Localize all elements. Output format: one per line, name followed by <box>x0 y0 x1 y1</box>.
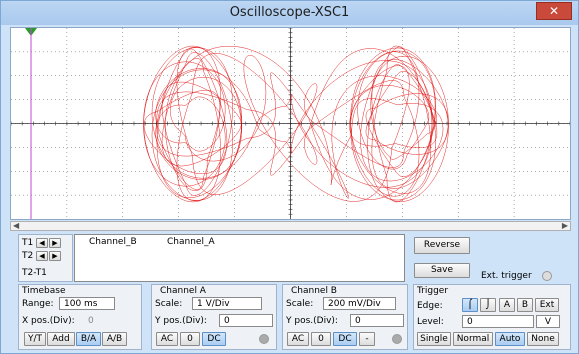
trigger-source-ext-button[interactable]: Ext <box>535 298 559 312</box>
channel-a-ypos-label: Y pos.(Div): <box>155 316 207 326</box>
channel-a-title: Channel A <box>160 286 206 296</box>
channel-b-title: Channel B <box>291 286 337 296</box>
trigger-auto-button[interactable]: Auto <box>495 332 525 346</box>
xpos-label: X pos.(Div): <box>22 316 75 326</box>
rising-edge-icon[interactable]: ⌠ <box>462 298 478 312</box>
timebase-range-label: Range: <box>22 299 54 309</box>
channel-b-ac-button[interactable]: AC <box>287 332 309 346</box>
cursor-readout-table: Channel_B Channel_A <box>74 234 405 282</box>
trigger-level-unit[interactable]: V <box>536 315 560 328</box>
scroll-left-icon[interactable]: ◀ <box>13 221 20 230</box>
trace-curve <box>143 45 449 203</box>
ext-trigger-label: Ext. trigger <box>481 271 532 281</box>
t1-label: T1 <box>22 238 34 248</box>
channel-b-panel: Channel B Scale: 200 mV/Div Y pos.(Div):… <box>282 284 408 350</box>
trigger-normal-button[interactable]: Normal <box>453 332 493 346</box>
channel-a-panel: Channel A Scale: 1 V/Div Y pos.(Div): 0 … <box>151 284 277 350</box>
channel-b-dc-button[interactable]: DC <box>333 332 357 346</box>
title-bar[interactable]: Oscilloscope-XSC1 ✕ <box>1 1 578 25</box>
mode-ba-button[interactable]: B/A <box>76 332 101 346</box>
scope-grid <box>11 28 570 219</box>
channel-b-scale-input[interactable]: 200 mV/Div <box>323 297 396 310</box>
channel-b-zero-button[interactable]: 0 <box>311 332 331 346</box>
channel-a-scale-input[interactable]: 1 V/Div <box>192 297 262 310</box>
trigger-level-label: Level: <box>417 317 444 327</box>
channel-a-dc-button[interactable]: DC <box>202 332 226 346</box>
channel-b-color-icon <box>392 334 402 344</box>
column-channel-a: Channel_A <box>167 237 215 247</box>
trigger-edge-label: Edge: <box>417 301 443 311</box>
t2-label: T2 <box>22 251 34 261</box>
t2-t1-label: T2-T1 <box>22 268 47 278</box>
trigger-panel: Trigger Edge: ⌠ ⌡ A B Ext Level: 0 V Sin… <box>413 284 571 350</box>
timebase-panel: Timebase Range: 100 ms X pos.(Div): 0 Y/… <box>18 284 142 350</box>
timebase-title: Timebase <box>22 286 66 296</box>
t2-left-arrow-icon[interactable]: ◀ <box>36 251 48 261</box>
mode-ab-button[interactable]: A/B <box>102 332 127 346</box>
trigger-source-b-button[interactable]: B <box>517 298 533 312</box>
scope-display[interactable] <box>10 27 571 220</box>
window-title: Oscilloscope-XSC1 <box>229 5 350 20</box>
channel-a-ac-button[interactable]: AC <box>156 332 178 346</box>
column-channel-b: Channel_B <box>89 237 137 247</box>
t1-left-arrow-icon[interactable]: ◀ <box>36 238 48 248</box>
close-button[interactable]: ✕ <box>536 2 572 20</box>
channel-b-ypos-input[interactable]: 0 <box>350 314 404 327</box>
cursor-controls: T1 ◀ ▶ T2 ◀ ▶ T2-T1 <box>18 234 73 282</box>
scope-graph <box>11 28 570 219</box>
channel-a-color-icon <box>259 334 269 344</box>
channel-a-zero-button[interactable]: 0 <box>180 332 200 346</box>
trigger-title: Trigger <box>417 286 449 296</box>
channel-b-scale-label: Scale: <box>286 299 314 309</box>
timebase-range-input[interactable]: 100 ms <box>59 297 115 310</box>
channel-a-ypos-input[interactable]: 0 <box>219 314 273 327</box>
reverse-button[interactable]: Reverse <box>414 237 470 254</box>
t2-right-arrow-icon[interactable]: ▶ <box>49 251 61 261</box>
trigger-none-button[interactable]: None <box>527 332 559 346</box>
mode-add-button[interactable]: Add <box>47 332 75 346</box>
trigger-level-input[interactable]: 0 <box>462 315 534 328</box>
channel-b-invert-button[interactable]: - <box>359 332 375 346</box>
channel-b-ypos-label: Y pos.(Div): <box>286 316 338 326</box>
horizontal-scrollbar[interactable]: ◀ ▶ <box>10 221 571 231</box>
falling-edge-icon[interactable]: ⌡ <box>480 298 496 312</box>
trigger-single-button[interactable]: Single <box>417 332 451 346</box>
ext-trigger-indicator <box>542 271 552 281</box>
mode-yt-button[interactable]: Y/T <box>24 332 46 346</box>
scroll-right-icon[interactable]: ▶ <box>561 221 568 230</box>
xpos-value[interactable]: 0 <box>88 316 94 326</box>
trigger-source-a-button[interactable]: A <box>499 298 515 312</box>
t1-right-arrow-icon[interactable]: ▶ <box>49 238 61 248</box>
channel-a-scale-label: Scale: <box>155 299 183 309</box>
save-button[interactable]: Save <box>414 263 470 278</box>
ba-trace-path <box>143 45 449 203</box>
